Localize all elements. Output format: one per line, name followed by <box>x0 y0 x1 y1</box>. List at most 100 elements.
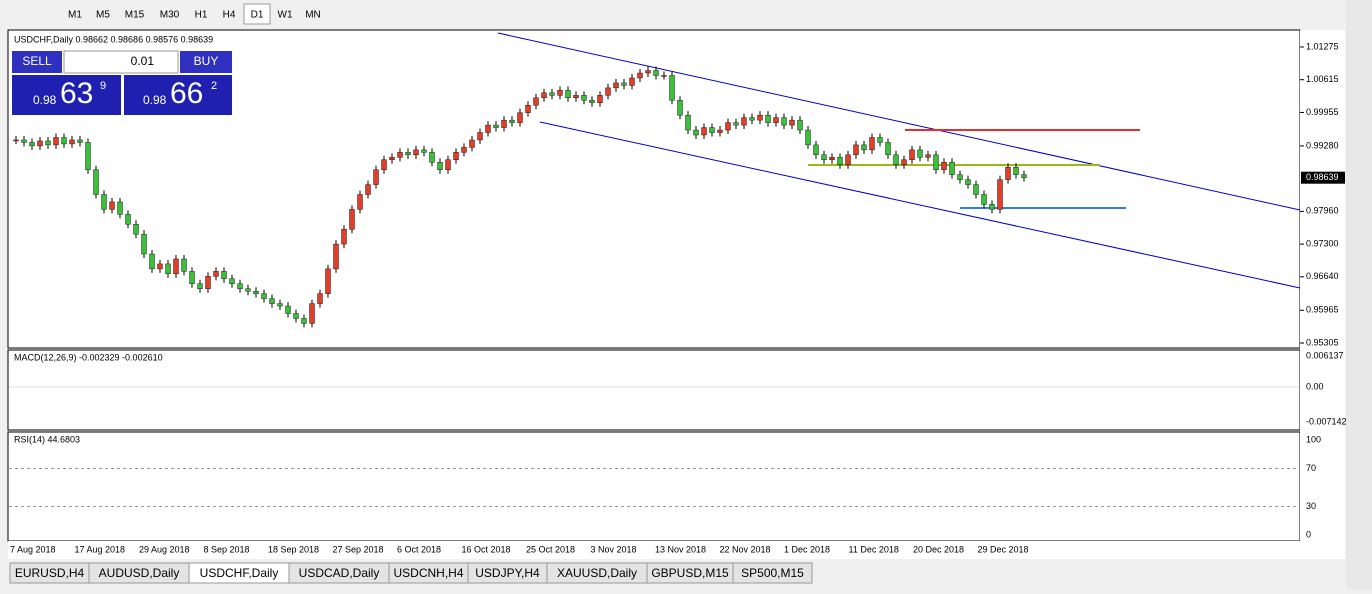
candle-body <box>685 114 691 131</box>
candle-body <box>765 114 771 123</box>
candle-body <box>453 152 459 160</box>
rsi-pane <box>7 431 1301 542</box>
date-label: 25 Oct 2018 <box>526 544 575 554</box>
tab-label: USDCHF,Daily <box>200 566 279 580</box>
candle-body <box>253 290 259 294</box>
candle-body <box>957 174 963 180</box>
lot-input[interactable] <box>63 50 179 74</box>
timeframe-active <box>243 3 271 25</box>
candle-body <box>53 137 59 146</box>
candle-body <box>829 157 835 160</box>
tab-label: XAUUSD,Daily <box>557 566 637 580</box>
date-label: 29 Dec 2018 <box>978 544 1029 554</box>
candle-body <box>893 154 899 165</box>
macd-tick: -0.007142 <box>1306 416 1347 426</box>
candle-body <box>421 149 427 153</box>
candle-body <box>437 162 443 170</box>
candle-body <box>1005 167 1011 180</box>
candle-body <box>93 169 99 195</box>
candle-body <box>493 124 499 128</box>
candle-body <box>653 70 659 76</box>
rsi-tick: 0 <box>1306 529 1311 539</box>
timeframe-button[interactable]: M5 <box>96 10 110 21</box>
date-label: 20 Dec 2018 <box>913 544 964 554</box>
candle-body <box>797 119 803 131</box>
candle-body <box>549 92 555 96</box>
axis-strip <box>1300 30 1345 541</box>
candle-body <box>541 92 547 99</box>
candle-body <box>581 95 587 101</box>
candle-body <box>757 114 763 121</box>
candle-body <box>509 119 515 123</box>
buy-big: 0.98 <box>143 93 167 107</box>
rsi-label: RSI(14) 44.6803 <box>14 434 80 444</box>
sell-sup: 9 <box>100 80 106 92</box>
candle-body <box>725 122 731 131</box>
candle-body <box>885 142 891 156</box>
candle-body <box>277 303 283 307</box>
timeframe-button[interactable]: W1 <box>278 10 293 21</box>
candle-body <box>533 97 539 106</box>
rsi-tick: 30 <box>1306 501 1316 511</box>
candle-body <box>869 137 875 151</box>
rsi-tick: 100 <box>1306 434 1321 444</box>
candle-body <box>37 140 43 147</box>
timeframe-button[interactable]: M30 <box>160 10 180 21</box>
candle-body <box>413 149 419 156</box>
current-price-box <box>1301 171 1345 184</box>
candle-body <box>157 263 163 270</box>
date-label: 13 Nov 2018 <box>655 544 706 554</box>
current-price: 0.98639 <box>1306 172 1339 182</box>
sell-price-box[interactable] <box>12 75 121 115</box>
candle-body <box>445 159 451 170</box>
y-tick-label: 1.00615 <box>1306 74 1339 84</box>
candle-body <box>821 154 827 160</box>
candle-body <box>573 95 579 99</box>
date-label: 1 Dec 2018 <box>784 544 830 554</box>
candle-body <box>21 139 27 143</box>
tab-label: GBPUSD,M15 <box>651 566 729 580</box>
date-strip <box>8 541 1345 559</box>
candle-body <box>965 179 971 185</box>
channel-upper <box>497 32 1301 211</box>
sell-button[interactable] <box>12 51 62 73</box>
candle-body <box>669 75 675 101</box>
tab-label: SP500,M15 <box>741 566 804 580</box>
timeframe-button[interactable]: M15 <box>125 10 145 21</box>
candle-body <box>173 258 179 275</box>
candle-body <box>637 72 643 79</box>
tab-label: EURUSD,H4 <box>15 566 85 580</box>
timeframe-button[interactable]: H4 <box>223 10 236 21</box>
candle-body <box>461 147 467 153</box>
candle-body <box>949 162 955 175</box>
buy-price-box[interactable] <box>124 75 232 115</box>
macd-pane <box>7 349 1301 431</box>
candle-body <box>773 117 779 123</box>
timeframe-button[interactable]: D1 <box>251 10 264 21</box>
candle-body <box>517 112 523 123</box>
candle-body <box>501 119 507 128</box>
timeframe-button[interactable]: H1 <box>195 10 208 21</box>
sell-big: 0.98 <box>33 93 57 107</box>
macd-tick: 0.006137 <box>1306 350 1344 360</box>
date-label: 27 Sep 2018 <box>333 544 384 554</box>
candle-body <box>309 303 315 324</box>
buy-button[interactable] <box>180 51 232 73</box>
candle-body <box>229 278 235 284</box>
candle-body <box>149 253 155 270</box>
candle-body <box>13 139 19 142</box>
timeframe-button[interactable]: M1 <box>68 10 82 21</box>
y-tick-label: 0.96640 <box>1306 271 1339 281</box>
candle-body <box>781 117 787 126</box>
candle-body <box>237 283 243 289</box>
tab[interactable] <box>732 562 813 584</box>
tab-label: USDCAD,Daily <box>299 566 380 580</box>
candle-body <box>341 229 347 245</box>
timeframe-button[interactable]: MN <box>305 10 321 21</box>
y-tick-label: 0.97960 <box>1306 206 1339 216</box>
y-tick-label: 0.97300 <box>1306 238 1339 248</box>
sell-main: 63 <box>60 77 93 110</box>
candle-body <box>733 122 739 126</box>
side-panel <box>1346 0 1372 589</box>
